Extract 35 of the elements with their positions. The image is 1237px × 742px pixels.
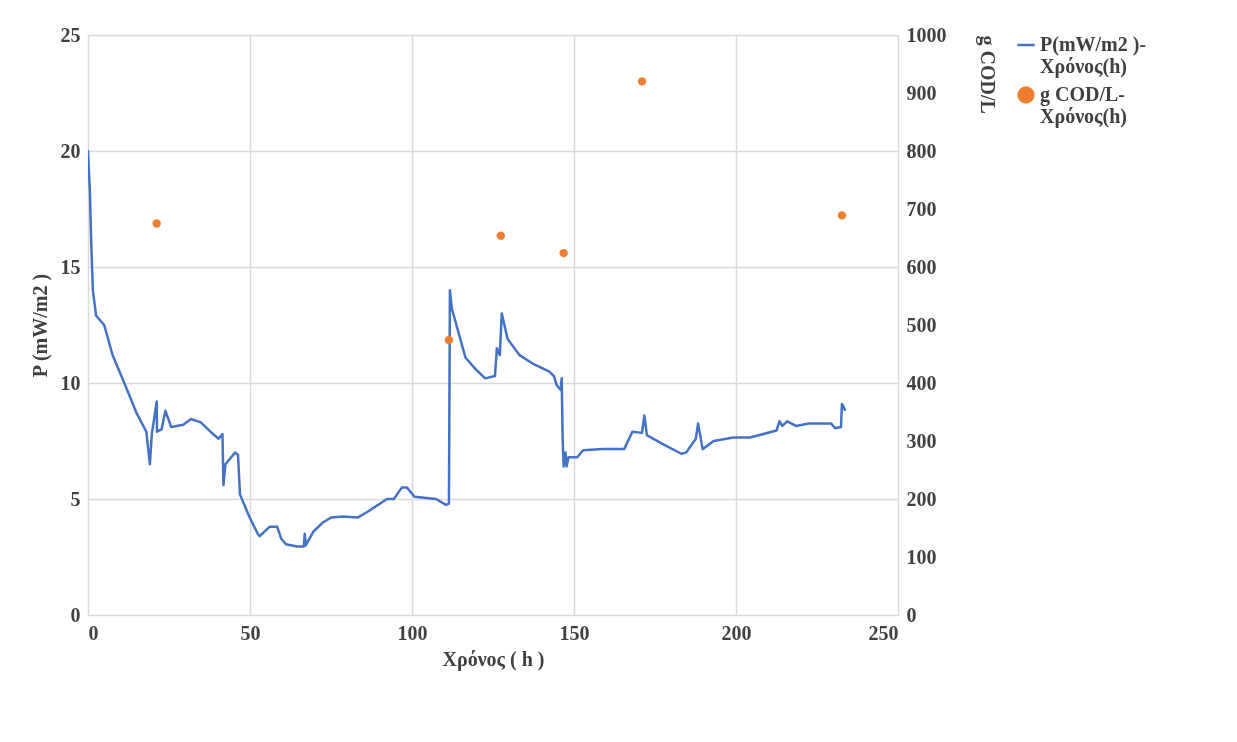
x-tick-label: 250 xyxy=(868,621,899,644)
point xyxy=(837,211,847,220)
point xyxy=(496,231,505,240)
y2-tick-label: 400 xyxy=(906,371,937,394)
y2-tick-label: 1000 xyxy=(906,23,947,46)
y2-tick-label: 700 xyxy=(906,197,937,220)
y-tick-label: 5 xyxy=(70,487,81,510)
x-tick-label: 0 xyxy=(88,621,99,644)
y2-tick-label: 600 xyxy=(906,255,937,278)
legend-label: g COD/L-Χρόνος(h) xyxy=(1040,83,1127,128)
y2-tick-label: 200 xyxy=(906,487,937,510)
y2-tick-label: 900 xyxy=(906,81,937,104)
y2-tick-label: 800 xyxy=(906,139,937,162)
point xyxy=(637,77,647,86)
point xyxy=(444,335,454,345)
y2-tick-label: 0 xyxy=(906,603,917,626)
y2-tick-label: 500 xyxy=(906,313,937,336)
point xyxy=(152,219,161,228)
x-tick-label: 150 xyxy=(559,621,590,644)
y2-tick-label: 300 xyxy=(906,429,937,452)
x-axis-title: Χρόνος ( h ) xyxy=(442,647,545,671)
y-axis-title: P (mW/m2 ) xyxy=(28,273,52,378)
x-tick-label: 200 xyxy=(721,621,752,644)
x-tick-label: 50 xyxy=(240,621,261,644)
y2-tick-label: 100 xyxy=(906,545,937,568)
y-tick-label: 20 xyxy=(60,139,81,162)
y-tick-label: 10 xyxy=(60,371,81,394)
x-tick-label: 100 xyxy=(397,621,428,644)
y2-axis-title: g COD/L xyxy=(975,35,999,114)
point xyxy=(559,248,568,258)
y-tick-label: 0 xyxy=(70,603,81,626)
line-series xyxy=(88,149,847,548)
legend-label: P(mW/m2 )-Χρόνος(h) xyxy=(1040,33,1147,78)
y-tick-label: 15 xyxy=(60,255,81,278)
y-tick-label: 25 xyxy=(60,23,81,46)
